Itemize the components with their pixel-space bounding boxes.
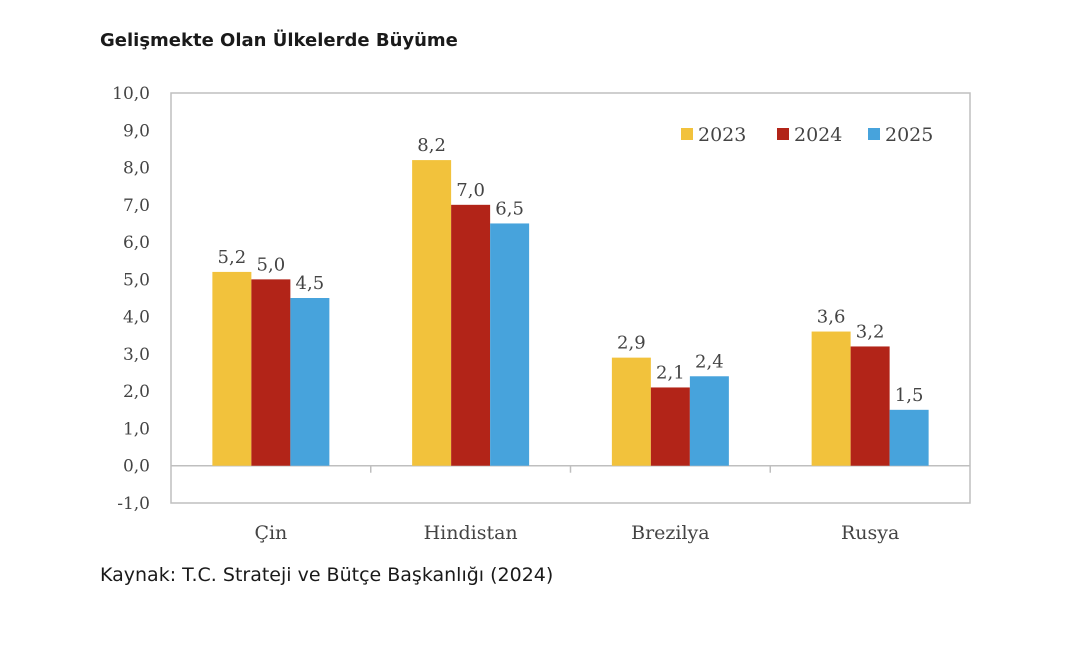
data-label: 3,6	[817, 307, 846, 328]
y-tick-label: 8,0	[123, 159, 150, 179]
x-category-label: Çin	[254, 522, 287, 544]
y-tick-label: 9,0	[123, 121, 150, 141]
y-tick-label: 5,0	[123, 270, 150, 290]
y-tick-label: 10,0	[112, 84, 150, 104]
data-label: 7,0	[456, 180, 485, 201]
y-tick-label: 6,0	[123, 233, 150, 253]
legend-swatch-2025	[868, 128, 880, 140]
legend-label-2024: 2024	[794, 124, 842, 146]
y-tick-label: 2,0	[123, 382, 150, 402]
x-category-label: Rusya	[841, 522, 899, 544]
y-tick-label: -1,0	[117, 494, 150, 514]
bar-2025	[689, 376, 729, 466]
x-category-label: Brezilya	[631, 522, 710, 544]
bar-2025	[889, 409, 929, 466]
bar-2024	[650, 387, 690, 466]
chart-title: Gelişmekte Olan Ülkelerde Büyüme	[100, 30, 458, 51]
data-label: 6,5	[495, 198, 524, 219]
y-tick-label: 1,0	[123, 419, 150, 439]
bar-2023	[611, 357, 651, 466]
bar-2024	[451, 204, 491, 466]
y-tick-label: 4,0	[123, 308, 150, 328]
data-label: 2,9	[617, 333, 646, 354]
legend-swatch-2024	[777, 128, 789, 140]
bar-2024	[850, 346, 890, 466]
bar-2025	[290, 298, 330, 466]
source-note: Kaynak: T.C. Strateji ve Bütçe Başkanlığ…	[100, 564, 554, 586]
x-category-label: Hindistan	[424, 522, 518, 544]
bar-2023	[412, 160, 452, 466]
bar-2023	[212, 271, 252, 466]
bar-2024	[251, 279, 291, 466]
y-tick-label: 0,0	[123, 457, 150, 477]
data-label: 3,2	[856, 321, 885, 342]
data-label: 8,2	[417, 135, 446, 156]
y-tick-label: 7,0	[123, 196, 150, 216]
data-label: 2,1	[656, 362, 685, 383]
data-label: 4,5	[296, 273, 325, 294]
legend-label-2023: 2023	[698, 124, 746, 146]
legend-swatch-2023	[681, 128, 693, 140]
data-label: 5,0	[257, 254, 286, 275]
y-tick-label: 3,0	[123, 345, 150, 365]
bar-2023	[811, 331, 851, 466]
plot-area-border	[170, 92, 971, 504]
bar-chart: -1,0 0,0 1,0 2,0 3,0 4,0 5,0 6,0 7,0 8,0 9,0 10,0 5,…	[112, 84, 971, 544]
legend-label-2025: 2025	[885, 124, 933, 146]
data-label: 2,4	[695, 351, 724, 372]
data-label: 1,5	[895, 385, 924, 406]
bar-2025	[490, 223, 530, 466]
data-label: 5,2	[218, 247, 247, 268]
